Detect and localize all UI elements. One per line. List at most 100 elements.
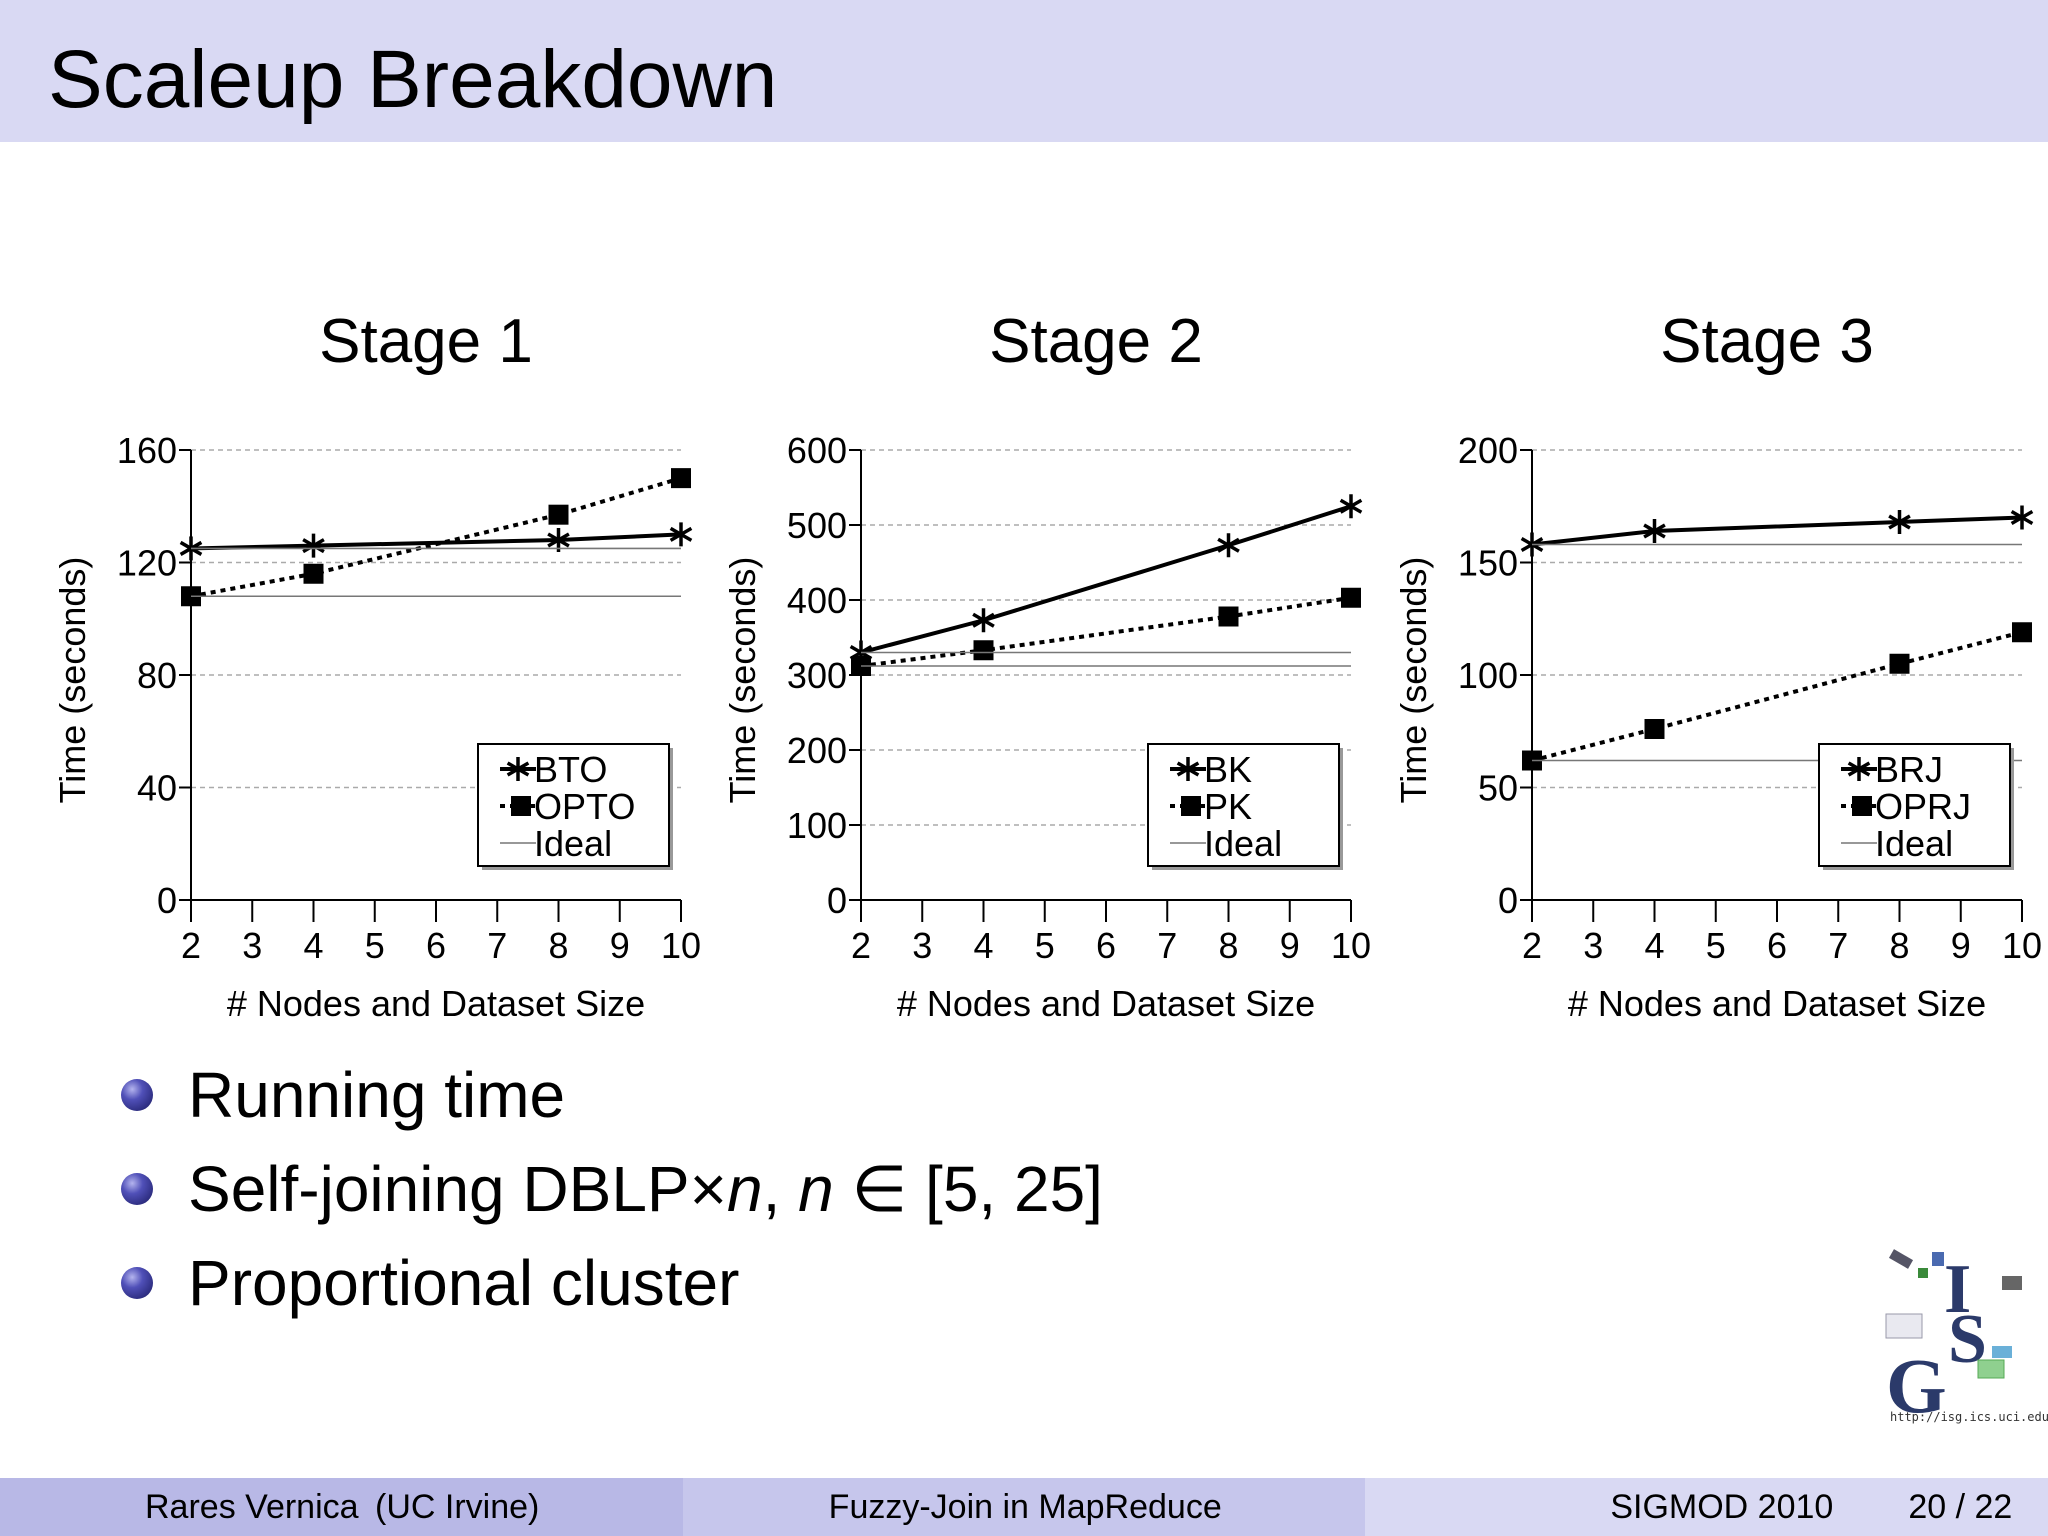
footer-page-number: 20 / 22	[1908, 1488, 2013, 1526]
data-point-pk	[1341, 587, 1361, 608]
y-tick-label: 200	[1458, 430, 1518, 471]
legend-entry-ideal: Ideal	[1841, 823, 1953, 864]
asterisk-stroke	[1217, 537, 1240, 553]
chart-stage-2: Stage 2 0 100 200 300 400 500 600 2 3 4 5 6 7 8 9 10 # No…	[722, 307, 1371, 1024]
data-point-oprj	[1644, 719, 1665, 739]
x-tick-label: 8	[1218, 925, 1238, 966]
bullet-dot-icon	[121, 1267, 153, 1299]
legend-label: PK	[1204, 786, 1252, 827]
x-axis-label: # Nodes and Dataset Size	[897, 983, 1315, 1024]
series-line-brj	[1531, 515, 2023, 547]
y-tick-label: 120	[117, 543, 177, 584]
bullet-running-time: Running time	[118, 1055, 1103, 1149]
logo-letter-i: I	[1944, 1251, 1971, 1328]
x-tick-label: 7	[1828, 925, 1848, 966]
data-point-pk	[973, 640, 994, 661]
chart-stage-3: Stage 3 0 50 100 150 200 2 3 4 5 6 7 8 9 10 # Nodes and…	[1393, 307, 2042, 1024]
data-point-bto	[669, 522, 693, 547]
legend-label: Ideal	[1204, 823, 1282, 864]
chart-title: Stage 1	[319, 307, 533, 376]
chart-title: Stage 3	[1660, 307, 1874, 376]
y-tick-label: 600	[787, 430, 847, 471]
legend-entry-pk: PK	[1170, 786, 1252, 827]
data-point-bto	[302, 533, 325, 558]
y-tick-label: 200	[787, 730, 847, 771]
footer: Rares Vernica (UC Irvine) Fuzzy-Join in …	[0, 1478, 2048, 1536]
asterisk-stroke	[1339, 498, 1363, 514]
legend-entry-bk: BK	[1170, 749, 1252, 790]
bullet-text: Running time	[188, 1059, 566, 1131]
legend-entry-bto: BTO	[500, 749, 607, 790]
x-tick-label: 3	[242, 925, 262, 966]
legend-marker-square	[1181, 796, 1201, 816]
x-tick-label: 6	[426, 925, 446, 966]
legend-label: Ideal	[1875, 823, 1953, 864]
y-axis-label: Time (seconds)	[1393, 557, 1434, 804]
series-line-pk	[860, 595, 1352, 668]
data-point-opto	[671, 468, 691, 489]
element-of-symbol: ∈	[833, 1153, 926, 1225]
x-tick-label: 2	[181, 925, 201, 966]
legend-label: OPTO	[534, 786, 635, 827]
legend-marker-square	[1852, 796, 1872, 816]
variable-n: n	[798, 1153, 834, 1225]
legend-entry-ideal: Ideal	[500, 823, 612, 864]
x-tick-label: 9	[610, 925, 630, 966]
legend-entry-opto: OPTO	[500, 786, 635, 827]
y-axis-label: Time (seconds)	[722, 557, 763, 804]
bullet-proportional-cluster: Proportional cluster	[118, 1243, 1103, 1337]
logo-url: http://isg.ics.uci.edu	[1890, 1410, 2048, 1424]
asterisk-stroke	[2010, 509, 2034, 526]
x-tick-label: 6	[1096, 925, 1116, 966]
x-tick-label: 5	[1035, 925, 1055, 966]
x-tick-label: 3	[912, 925, 932, 966]
bullet-dot-icon	[121, 1079, 153, 1111]
x-tick-label: 10	[661, 925, 701, 966]
bullet-dot-icon	[121, 1173, 153, 1205]
variable-n: n	[726, 1153, 763, 1225]
legend-label: BTO	[534, 749, 607, 790]
y-tick-label: 0	[827, 880, 847, 921]
y-axis-label: Time (seconds)	[52, 557, 93, 804]
x-tick-label: 8	[548, 925, 568, 966]
asterisk-stroke	[302, 538, 325, 554]
chart-title: Stage 2	[989, 307, 1203, 376]
logo-letter-g: G	[1886, 1342, 1947, 1422]
x-axis-label: # Nodes and Dataset Size	[227, 983, 645, 1024]
legend-marker-square	[511, 796, 531, 816]
y-tick-label: 0	[157, 880, 177, 921]
series-line-bk	[860, 504, 1352, 655]
x-tick-label: 4	[303, 925, 323, 966]
x-tick-label: 4	[1644, 925, 1664, 966]
x-tick-label: 10	[1331, 925, 1371, 966]
x-tick-label: 5	[1706, 925, 1726, 966]
x-axis-label: # Nodes and Dataset Size	[1568, 983, 1986, 1024]
legend-marker-asterisk	[506, 761, 530, 777]
chart-stage-1: Stage 1 0 40 80 120 160 2 3 4 5 6 7 8 9 10 # Nodes and …	[52, 307, 701, 1024]
data-point-brj	[1888, 510, 1911, 534]
x-tick-label: 9	[1280, 925, 1300, 966]
data-point-oprj	[2012, 622, 2032, 643]
y-tick-label: 50	[1478, 768, 1518, 809]
y-tick-label: 100	[787, 805, 847, 846]
asterisk-stroke	[1643, 523, 1666, 539]
legend-marker-asterisk	[1847, 761, 1871, 777]
asterisk-stroke	[1888, 514, 1911, 530]
comma: ,	[762, 1153, 799, 1225]
x-tick-label: 8	[1889, 925, 1909, 966]
series-line-oprj	[1531, 630, 2023, 763]
bullet-text: Proportional cluster	[188, 1247, 740, 1319]
x-tick-label: 7	[487, 925, 507, 966]
x-tick-label: 2	[851, 925, 871, 966]
y-tick-label: 500	[787, 505, 847, 546]
asterisk-stroke	[972, 612, 995, 628]
x-tick-label: 10	[2002, 925, 2042, 966]
data-point-opto	[303, 563, 324, 584]
data-point-bk	[1339, 494, 1363, 519]
legend-entry-brj: BRJ	[1841, 749, 1943, 790]
legend-label: BRJ	[1875, 749, 1943, 790]
bullet-self-joining: Self-joining DBLP×n, n ∈ [5, 25]	[118, 1149, 1103, 1243]
data-point-opto	[548, 504, 569, 525]
footer-venue: SIGMOD 2010	[1610, 1488, 1834, 1526]
